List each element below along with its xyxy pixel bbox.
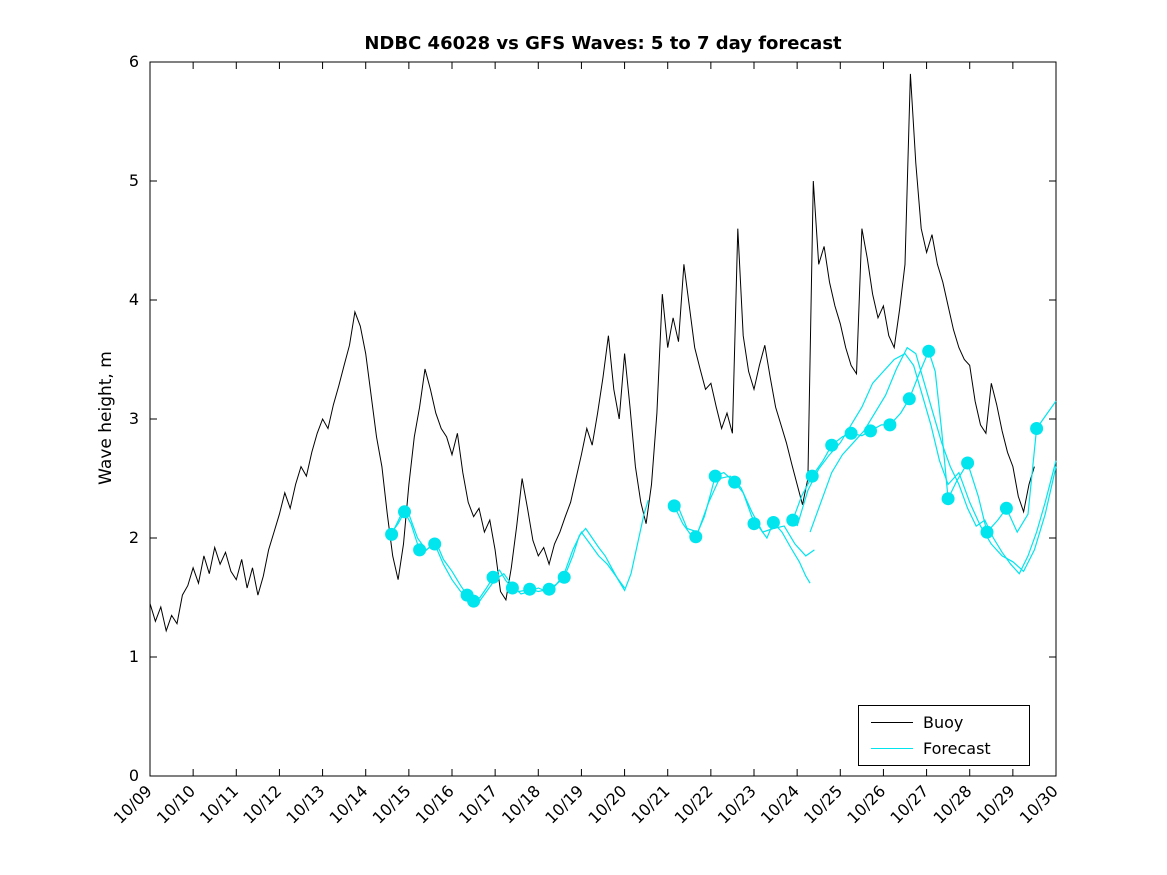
x-tick-label: 10/10 — [153, 781, 199, 827]
y-tick-label: 4 — [129, 290, 139, 309]
buoy-line-sample — [871, 722, 913, 723]
forecast-marker — [902, 392, 916, 406]
forecast-marker — [385, 527, 399, 541]
axes-box — [149, 61, 1057, 777]
y-tick-label: 3 — [129, 409, 139, 428]
forecast-marker — [805, 469, 819, 483]
legend-label-buoy: Buoy — [923, 713, 964, 732]
forecast-marker — [486, 570, 500, 584]
forecast-marker — [505, 581, 519, 595]
y-tick-label: 6 — [129, 52, 139, 71]
chart-title: NDBC 46028 vs GFS Waves: 5 to 7 day fore… — [364, 33, 842, 54]
x-tick-label: 10/28 — [930, 781, 976, 827]
forecast-line-sample — [871, 748, 913, 749]
forecast-marker — [980, 525, 994, 539]
forecast-line — [388, 499, 649, 602]
x-tick-label: 10/18 — [498, 781, 544, 827]
y-tick-label: 2 — [129, 528, 139, 547]
forecast-marker — [428, 537, 442, 551]
x-tick-label: 10/26 — [843, 781, 889, 827]
x-tick-label: 10/14 — [326, 781, 372, 827]
y-tick-label: 1 — [129, 647, 139, 666]
forecast-line — [809, 346, 1057, 575]
x-tick-label: 10/22 — [671, 781, 717, 827]
legend-item-forecast: Forecast — [871, 739, 1029, 758]
x-tick-label: 10/15 — [369, 781, 415, 827]
forecast-marker — [825, 438, 839, 452]
x-tick-label: 10/11 — [196, 781, 242, 827]
x-tick-label: 10/21 — [628, 781, 674, 827]
legend-item-buoy: Buoy — [871, 713, 1029, 732]
x-tick-label: 10/17 — [455, 781, 501, 827]
forecast-marker — [398, 505, 411, 519]
x-tick-label: 10/09 — [110, 781, 156, 827]
y-axis-label: Wave height, m — [96, 351, 116, 485]
x-tick-label: 10/19 — [541, 781, 587, 827]
forecast-marker — [922, 344, 936, 358]
forecast-marker — [523, 582, 537, 596]
x-tick-label: 10/30 — [1016, 781, 1062, 827]
x-tick-label: 10/12 — [239, 781, 285, 827]
x-tick-label: 10/27 — [886, 781, 932, 827]
legend: Buoy Forecast — [858, 705, 1030, 766]
forecast-marker — [883, 418, 897, 432]
buoy-line — [149, 73, 1035, 633]
x-tick-label: 10/29 — [973, 781, 1019, 827]
forecast-marker — [999, 501, 1013, 515]
forecast-marker — [941, 492, 955, 506]
forecast-marker — [689, 530, 703, 544]
x-tick-label: 10/23 — [714, 781, 760, 827]
forecast-marker — [961, 456, 975, 470]
forecast-marker — [728, 475, 742, 489]
forecast-marker — [467, 594, 481, 608]
forecast-marker — [844, 426, 858, 440]
forecast-marker — [413, 543, 427, 557]
legend-label-forecast: Forecast — [923, 739, 991, 758]
y-tick-label: 5 — [129, 171, 139, 190]
forecast-marker — [766, 516, 780, 529]
forecast-marker — [747, 517, 761, 531]
x-tick-label: 10/16 — [412, 781, 458, 827]
x-tick-label: 10/24 — [757, 781, 803, 827]
forecast-marker — [542, 582, 556, 596]
forecast-marker — [1030, 422, 1044, 435]
forecast-marker — [864, 424, 877, 438]
forecast-marker — [786, 513, 800, 527]
x-tick-label: 10/13 — [282, 781, 328, 827]
forecast-marker — [708, 469, 722, 483]
forecast-marker — [667, 499, 681, 513]
forecast-marker — [557, 570, 571, 584]
x-tick-label: 10/20 — [584, 781, 630, 827]
y-tick-label: 0 — [129, 766, 139, 785]
forecast-line — [796, 352, 1057, 573]
x-tick-label: 10/25 — [800, 781, 846, 827]
forecast-line — [675, 475, 815, 557]
